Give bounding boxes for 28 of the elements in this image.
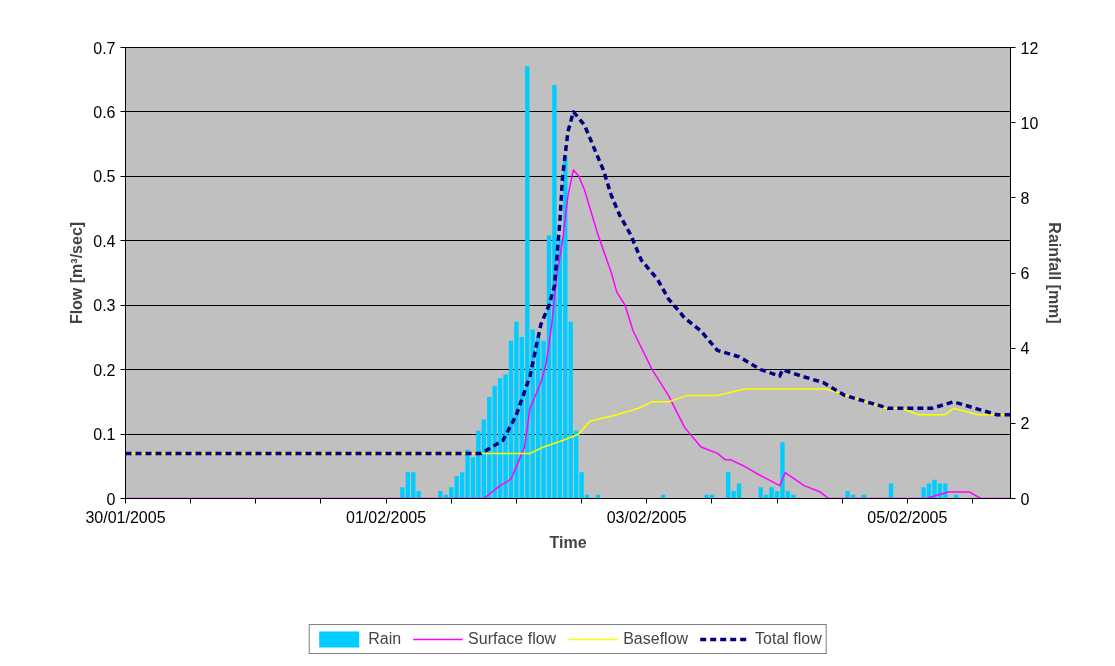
y-tick-label: 0.1 xyxy=(93,426,116,444)
legend-label: Surface flow xyxy=(468,630,557,648)
legend-label: Total flow xyxy=(755,630,822,648)
y-tick-label: 0.7 xyxy=(93,39,116,57)
x-tick-label: 01/02/2005 xyxy=(346,508,427,526)
y2-tick-label: 4 xyxy=(1020,340,1030,358)
y2-tick-label: 8 xyxy=(1020,189,1030,207)
x-tick-label: 05/02/2005 xyxy=(867,508,948,526)
x-axis-title: Time xyxy=(549,533,587,551)
y-tick-label: 0.5 xyxy=(93,168,116,186)
y-tick-label: 0.4 xyxy=(93,232,116,250)
y2-tick-label: 2 xyxy=(1020,415,1030,433)
y-axis-title: Flow [m³/sec] xyxy=(68,221,86,325)
y2-tick-label: 0 xyxy=(1020,490,1030,508)
x-tick-label: 30/01/2005 xyxy=(85,508,166,526)
legend-label: Rain xyxy=(368,630,402,648)
y2-tick-label: 6 xyxy=(1020,265,1030,282)
y2-axis-title: Rainfall [mm] xyxy=(1046,222,1064,324)
line-series xyxy=(125,110,1011,456)
legend-label: Baseflow xyxy=(623,630,689,648)
x-tick-label: 03/02/2005 xyxy=(606,508,687,526)
y-tick-label: 0.2 xyxy=(93,361,116,379)
y-tick-label: 0 xyxy=(106,490,116,508)
bar xyxy=(888,483,894,499)
y2-tick-label: 10 xyxy=(1020,114,1039,132)
y-tick-label: 0.3 xyxy=(93,297,116,315)
y-tick-label: 0.6 xyxy=(93,103,116,121)
y2-tick-label: 12 xyxy=(1020,39,1039,57)
